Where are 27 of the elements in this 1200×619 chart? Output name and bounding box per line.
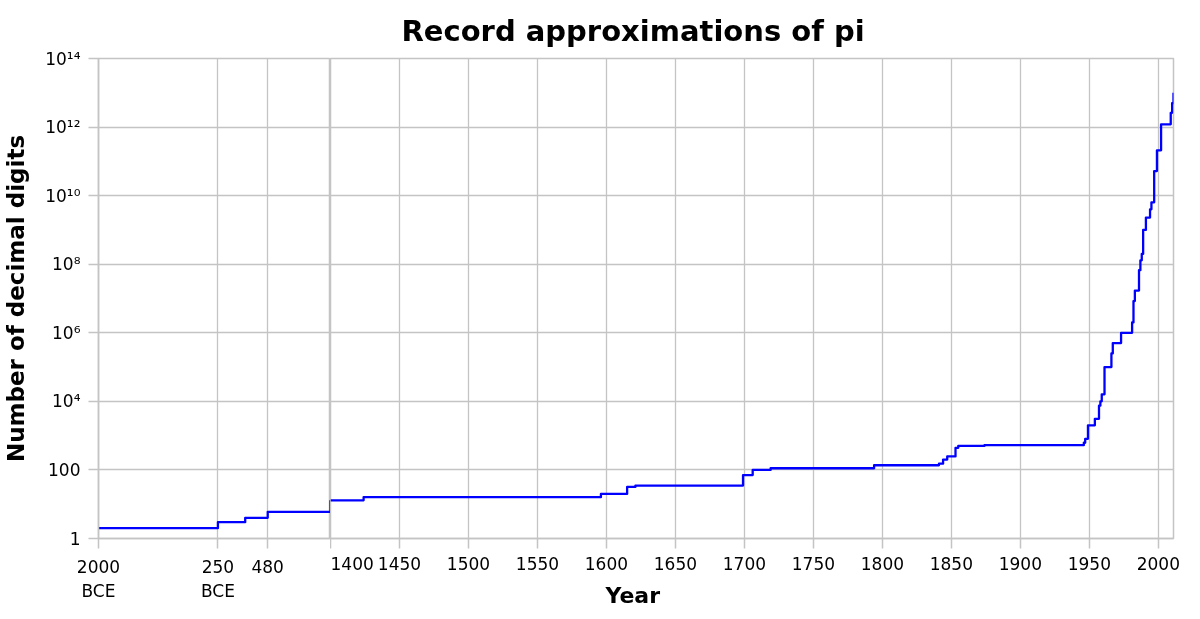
y-tick-label: 10¹⁰: [45, 185, 81, 206]
x-tick-label: 1950: [1067, 553, 1111, 574]
x-tick-label: 250 BCE: [200, 556, 235, 601]
y-tick-label: 10⁴: [52, 391, 81, 412]
x-axis-title: Year: [604, 583, 661, 608]
y-tick-label: 10⁸: [52, 254, 81, 275]
x-tick-label: 2000 BCE: [76, 556, 121, 601]
x-tick-label: 1550: [515, 553, 560, 574]
y-tick-label: 10¹²: [45, 117, 81, 138]
x-tick-label: 1900: [998, 553, 1042, 574]
x-tick-label: 1700: [722, 553, 767, 574]
y-tick-label: 100: [48, 459, 81, 480]
y-tick-label: 1: [69, 528, 81, 549]
x-tick-label: 480: [251, 556, 284, 577]
x-tick-label: 1850: [929, 553, 973, 574]
x-tick-label: 1650: [653, 553, 698, 574]
x-tick-label: 2000: [1136, 553, 1180, 574]
y-tick-label: 10¹⁴: [45, 48, 81, 69]
x-tick-label: 1800: [860, 553, 905, 574]
x-tick-label: 1750: [791, 553, 836, 574]
x-tick-label: 1500: [446, 553, 491, 574]
y-tick-label: 10⁶: [52, 322, 81, 343]
x-tick-label: 1600: [584, 553, 629, 574]
y-axis-title: Number of decimal digits: [3, 134, 30, 463]
x-tick-label: 1400: [330, 553, 374, 574]
x-tick-label: 1450: [377, 553, 422, 574]
chart-title: Record approximations of pi: [401, 13, 865, 48]
